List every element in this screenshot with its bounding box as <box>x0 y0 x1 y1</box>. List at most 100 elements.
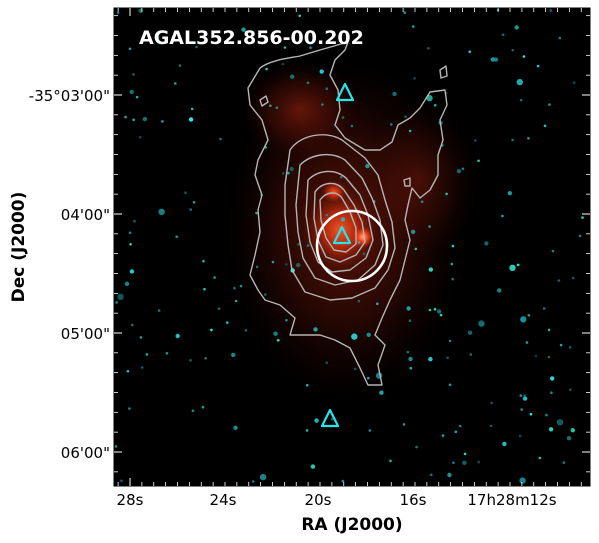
star <box>538 456 542 460</box>
star <box>239 284 243 288</box>
triangle-marker-top <box>335 82 355 102</box>
x-tick-label: 24s <box>210 491 237 509</box>
star <box>161 120 164 123</box>
star <box>572 81 576 84</box>
star <box>189 208 192 211</box>
star <box>158 208 165 215</box>
star <box>319 69 324 74</box>
star <box>189 359 192 362</box>
star <box>408 319 412 323</box>
star <box>129 89 134 95</box>
bright-source <box>352 226 374 248</box>
star <box>461 167 465 171</box>
contour-outer <box>247 41 448 386</box>
star <box>514 25 519 30</box>
star <box>139 336 143 339</box>
star <box>570 428 575 433</box>
star <box>581 216 584 219</box>
star <box>430 473 433 477</box>
star <box>264 293 267 296</box>
star <box>314 418 319 423</box>
star <box>281 62 285 66</box>
star <box>175 333 180 339</box>
star <box>436 309 442 314</box>
star <box>305 429 309 432</box>
star <box>265 67 268 71</box>
star-field <box>114 8 584 484</box>
star <box>157 309 161 312</box>
x-tick-label: 17h28m12s <box>467 491 556 509</box>
star <box>174 82 177 85</box>
star <box>271 260 275 264</box>
contour-6 <box>319 192 357 253</box>
star <box>484 241 489 246</box>
star <box>285 263 288 266</box>
star <box>289 166 294 172</box>
star <box>325 87 329 90</box>
star <box>233 425 238 430</box>
star <box>497 288 502 293</box>
star <box>379 390 384 395</box>
star <box>501 214 504 218</box>
star <box>259 473 267 481</box>
star <box>135 95 139 99</box>
star <box>456 169 462 174</box>
star <box>310 464 316 469</box>
star <box>522 55 526 58</box>
star <box>558 36 562 40</box>
star <box>569 388 572 392</box>
star <box>357 241 361 244</box>
star <box>340 175 343 179</box>
star <box>142 116 148 122</box>
star <box>428 267 433 272</box>
star <box>413 77 416 80</box>
star <box>275 106 279 110</box>
star <box>547 328 551 332</box>
star <box>201 405 205 409</box>
star <box>477 159 480 163</box>
star <box>132 118 135 122</box>
star <box>325 213 329 217</box>
star <box>402 423 406 426</box>
x-axis-label: RA (J2000) <box>301 515 402 535</box>
star <box>124 115 127 119</box>
star <box>234 299 238 303</box>
star <box>273 331 278 336</box>
triangle-marker-center <box>332 225 352 245</box>
star <box>128 47 132 51</box>
star <box>447 472 452 478</box>
star <box>441 434 445 437</box>
triangle-markers <box>320 82 355 428</box>
star <box>527 314 531 317</box>
star <box>203 287 206 291</box>
star <box>408 356 413 362</box>
star <box>321 103 324 106</box>
star <box>452 461 455 465</box>
star <box>518 434 522 438</box>
star <box>178 64 182 67</box>
star <box>548 427 554 432</box>
star <box>525 341 529 344</box>
star <box>175 235 178 239</box>
star <box>115 301 118 304</box>
star <box>341 116 345 119</box>
star <box>325 361 329 365</box>
star <box>309 46 312 49</box>
star <box>490 401 493 405</box>
star <box>251 480 255 483</box>
star <box>516 78 523 86</box>
star <box>255 265 259 269</box>
star <box>368 429 372 432</box>
star <box>156 36 160 39</box>
x-tick-label: 28s <box>117 491 144 509</box>
star <box>454 430 458 434</box>
star <box>543 124 547 128</box>
star <box>269 104 272 107</box>
y-tick-label: 05'00" <box>61 325 110 343</box>
star <box>195 45 198 49</box>
star <box>330 417 334 421</box>
star <box>467 330 473 335</box>
star <box>365 163 370 169</box>
star <box>298 14 302 18</box>
star <box>462 460 467 465</box>
